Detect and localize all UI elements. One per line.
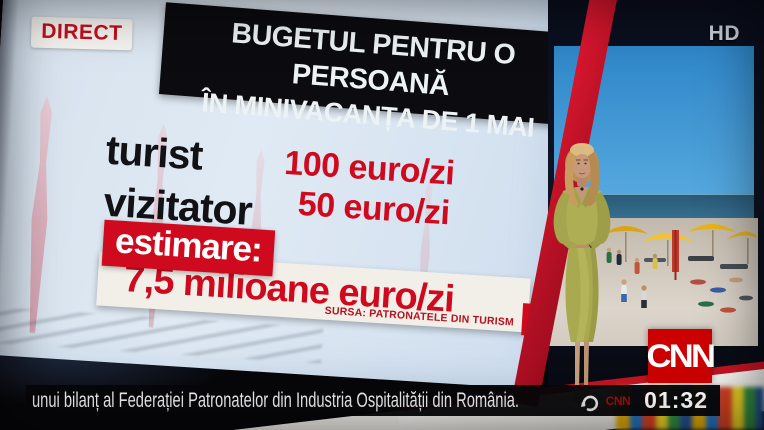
sunbeds: [644, 256, 748, 269]
ticker-cnn-label: CNN: [605, 393, 631, 408]
cnn-logo-text: CNN: [646, 337, 716, 374]
wall-edge-shadow: [0, 0, 22, 356]
antena3-swirl-icon: [580, 395, 598, 411]
row-turist-label: turist: [104, 126, 204, 179]
broadcast-clock: 01:32: [644, 387, 708, 413]
faded-umbrella-icon: [10, 94, 69, 334]
studio-video-wall: DIRECT BUGETUL PENTRU O PERSOANĂ ÎN MINI…: [0, 0, 565, 390]
hd-badge: HD: [708, 22, 740, 45]
red-flag-icon: [672, 230, 679, 280]
ticker-text: unui bilanț al Federației Patronatelor d…: [32, 388, 520, 412]
live-badge: DIRECT: [30, 16, 133, 51]
presenter-figure: [553, 143, 611, 405]
cnn-logo: CNN: [646, 329, 716, 383]
row-vizitator-value: 50 euro/zi: [296, 184, 451, 233]
ticker-brand: CNN: [577, 389, 631, 413]
news-ticker: unui bilanț al Federației Patronatelor d…: [26, 385, 720, 416]
ticker-text-wrap: unui bilanț al Federației Patronatelor d…: [32, 389, 577, 413]
headline-banner: BUGETUL PENTRU O PERSOANĂ ÎN MINIVACANȚA…: [158, 2, 565, 143]
